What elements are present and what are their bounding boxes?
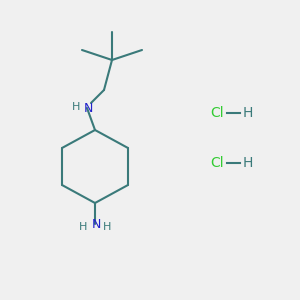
Text: H: H <box>243 156 253 170</box>
Text: H: H <box>103 222 111 232</box>
Text: H: H <box>79 222 87 232</box>
Text: H: H <box>243 106 253 120</box>
Text: N: N <box>91 218 101 230</box>
Text: H: H <box>72 102 80 112</box>
Text: Cl: Cl <box>210 106 224 120</box>
Text: Cl: Cl <box>210 156 224 170</box>
Text: N: N <box>83 101 93 115</box>
